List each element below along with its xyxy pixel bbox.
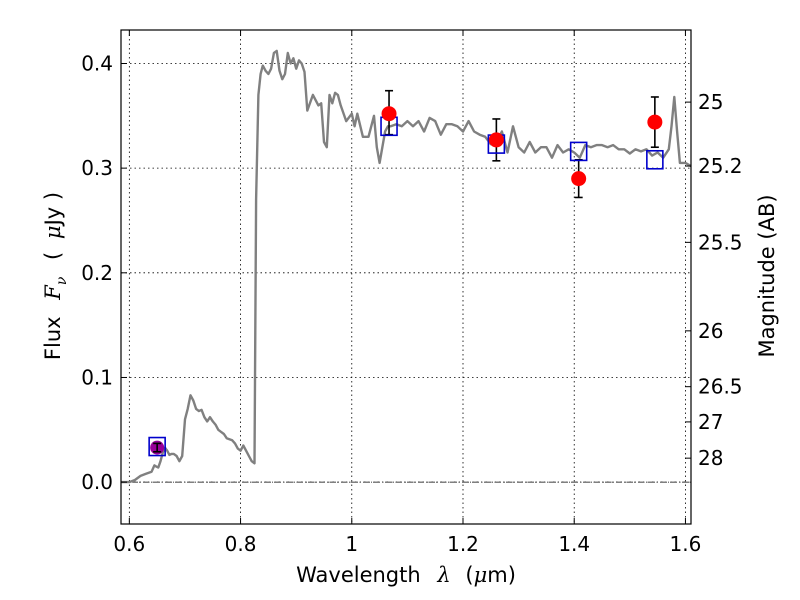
gridlines (121, 30, 691, 524)
plot-markers (148, 89, 664, 457)
x-tick-label: 1.2 (447, 532, 479, 556)
x-axis-title-unit-open: ( (465, 563, 473, 587)
x-axis-title-unit-rest: m) (487, 563, 516, 587)
observed-point (381, 106, 397, 122)
x-axis-title: Wavelength λ (μm) (296, 563, 516, 587)
y2-tick-label: 28 (698, 446, 723, 470)
observed-point (571, 171, 587, 187)
model-photometry-square (569, 141, 588, 162)
x-axis-title-unit-mu: μ (474, 563, 488, 587)
y-tick-label: 0.0 (81, 470, 113, 494)
y2-tick-label: 25.2 (698, 154, 743, 178)
x-tick-label: 1.4 (558, 532, 590, 556)
y-tick-label: 0.4 (81, 51, 113, 75)
observed-point (647, 114, 663, 130)
y-axis-title-symbol: F (41, 284, 65, 301)
y-tick-label: 0.3 (81, 156, 113, 180)
plot-frame (120, 29, 692, 525)
y-axis-title: Flux Fν ( μJy ) (41, 192, 71, 360)
y-axis-title-unit-open: ( (41, 252, 65, 260)
y-axis-title-prefix: Flux (41, 316, 65, 360)
y2-tick-label: 26 (698, 319, 723, 343)
model-photometry-square (148, 436, 166, 457)
x-axis-title-symbol: λ (436, 563, 450, 587)
observed-point (488, 132, 504, 148)
y-tick-label: 0.1 (81, 365, 113, 389)
y2-axis-title: Magnitude (AB) (755, 194, 779, 357)
tick-labels: 0.6 0.8 1 1.2 1.4 1.6 0.0 0.1 0.2 0.3 0.4 25 25.2 25.… (81, 51, 742, 556)
y-axis-title-subscript: ν (54, 276, 70, 285)
plot-lines (121, 49, 692, 484)
y2-tick-label: 27 (698, 410, 723, 434)
y2-tick-label: 25 (698, 90, 723, 114)
x-tick-label: 1.6 (670, 532, 702, 556)
x-axis-title-prefix: Wavelength (296, 563, 421, 587)
x-tick-label: 0.6 (113, 532, 145, 556)
y-tick-label: 0.2 (81, 261, 113, 285)
model-spectrum-line (121, 49, 692, 484)
y2-tick-label: 26.5 (698, 375, 743, 399)
model-photometry-square (646, 149, 664, 170)
y-axis-title-unit-rest: Jy ) (41, 192, 65, 228)
x-tick-label: 1 (345, 532, 358, 556)
y-axis-title-unit-mu: μ (41, 225, 65, 239)
y2-tick-label: 25.5 (698, 230, 743, 254)
tick-marks (121, 30, 691, 524)
x-tick-label: 0.8 (225, 532, 257, 556)
